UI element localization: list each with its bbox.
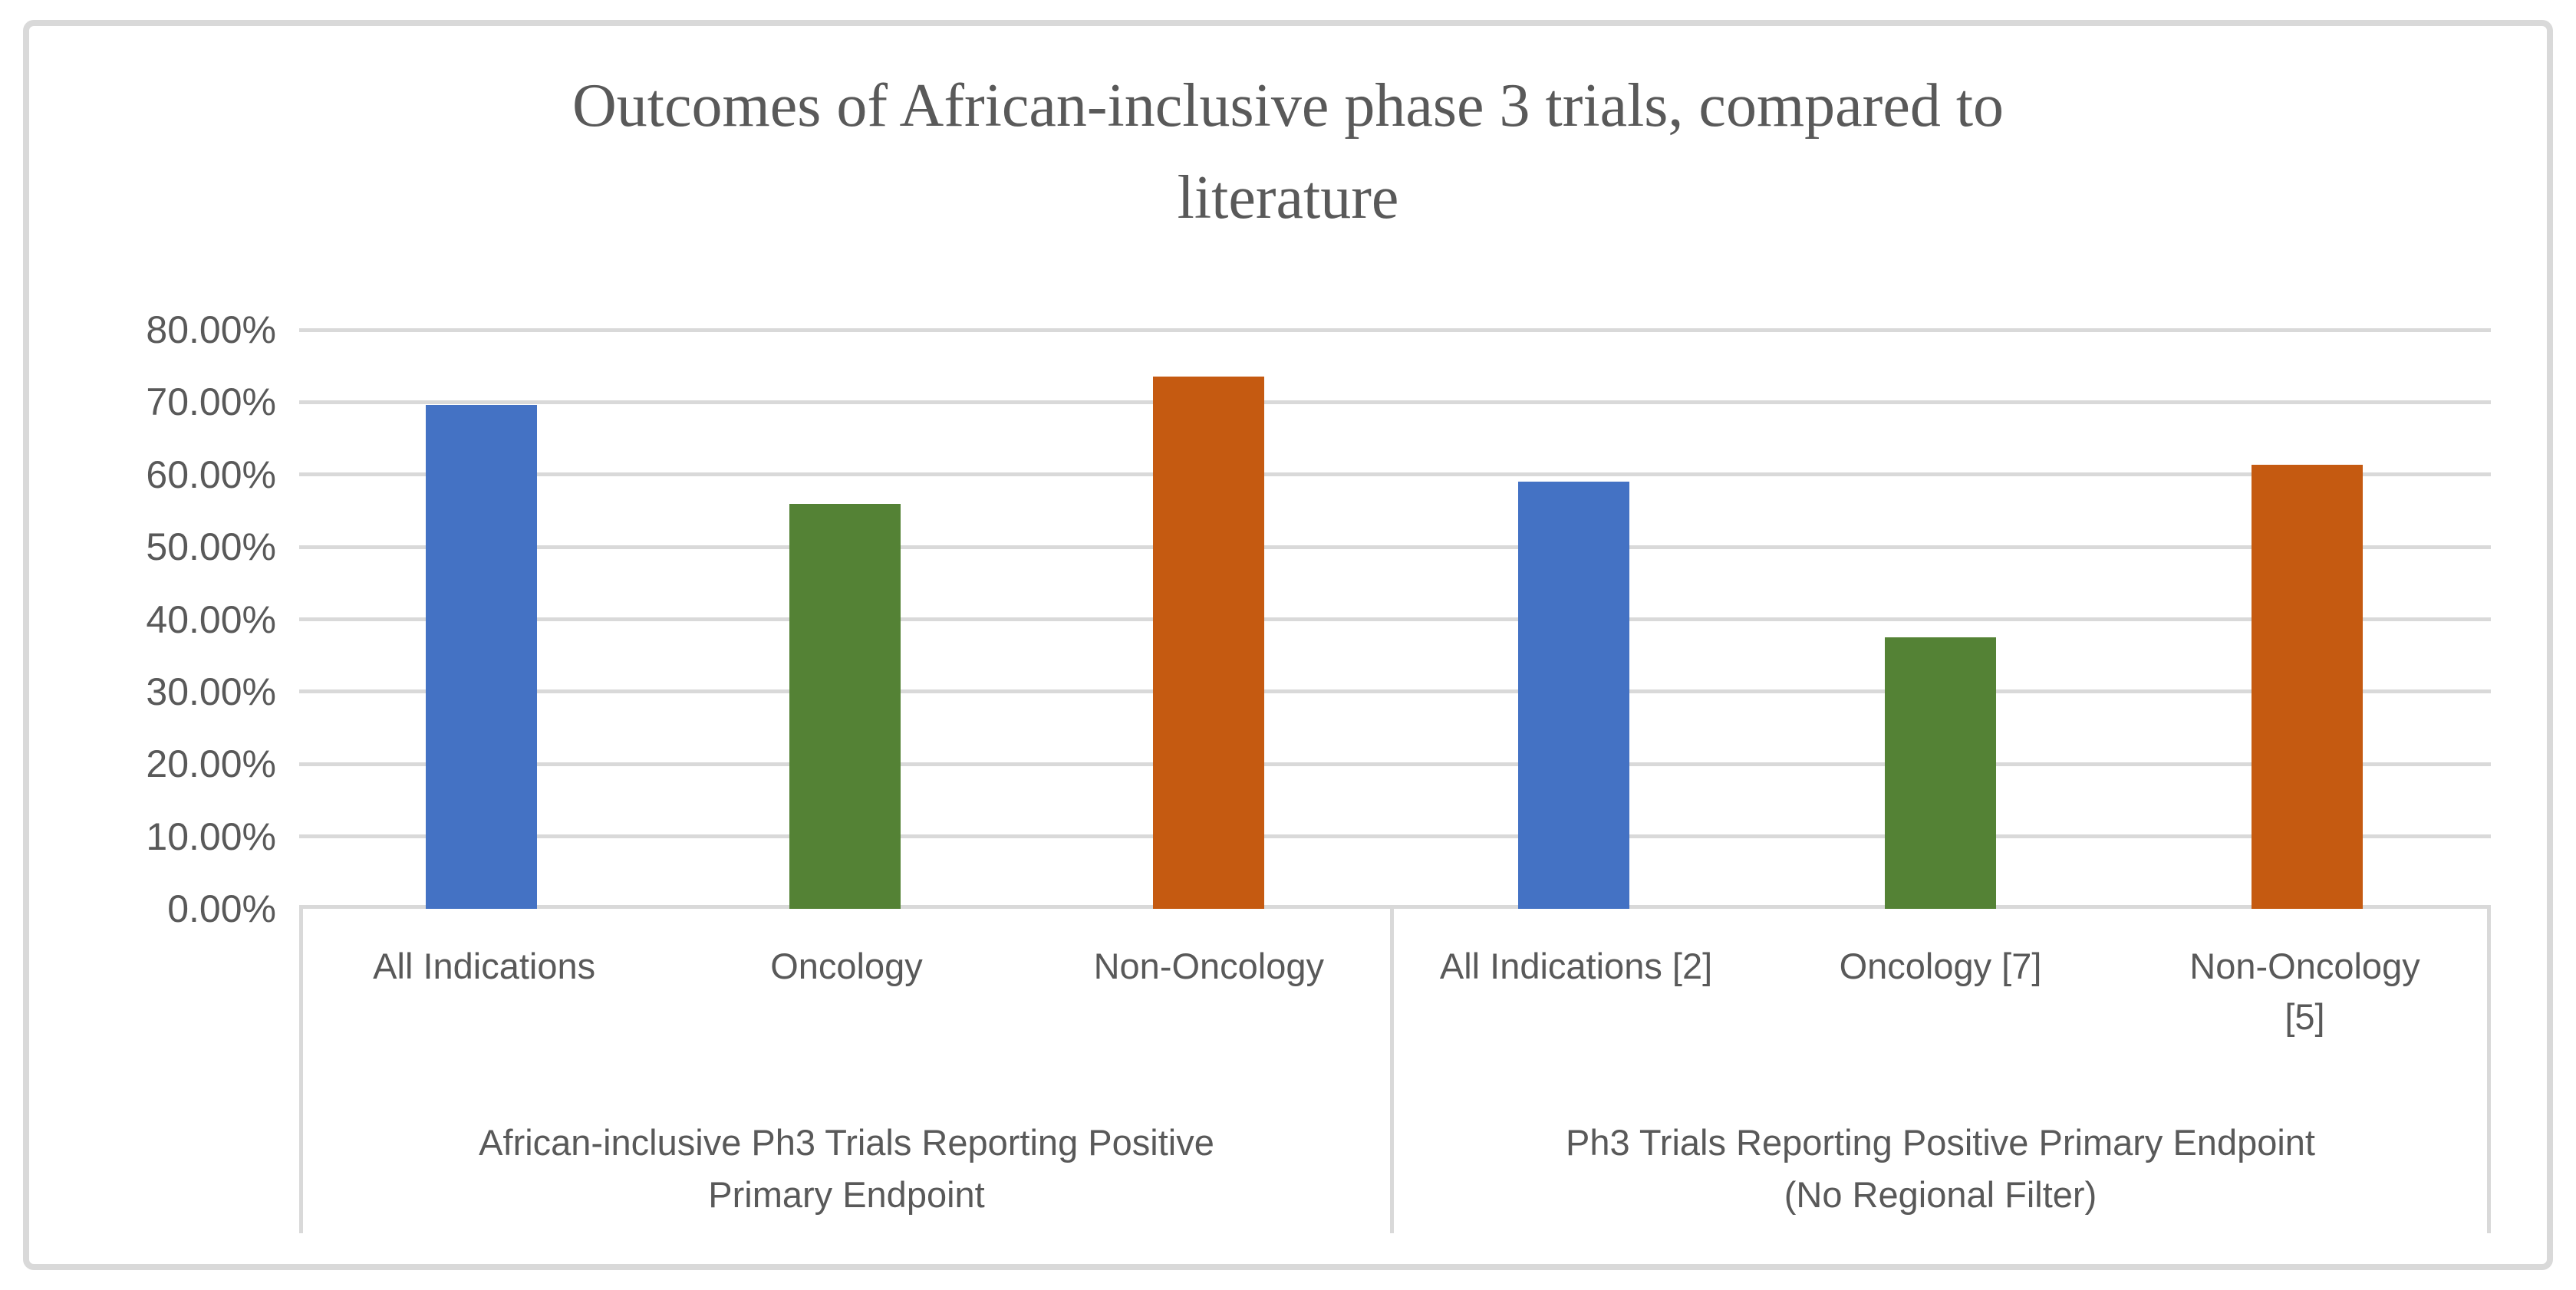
category-axis-table: All Indications Oncology Non-Oncology Afric…: [299, 909, 2491, 1233]
category-label-non-oncology-5: Non-Oncology [5]: [2189, 946, 2420, 1037]
chart-title: Outcomes of African-inclusive phase 3 tr…: [572, 72, 2004, 232]
y-axis-tick-label: 70.00%: [146, 380, 276, 424]
bar-group-1: [299, 330, 1390, 909]
y-axis: 80.00% 70.00% 60.00% 50.00% 40.00% 30.00% 20.0…: [31, 308, 276, 930]
bar-slot: [1390, 330, 1757, 909]
y-axis-tick-label: 60.00%: [146, 452, 276, 496]
bar-slot: [2124, 330, 2491, 909]
bar-all-indications-2: [1517, 482, 1629, 909]
gridline: [299, 689, 2491, 694]
bar-slot: [299, 330, 663, 909]
x-axis-line: [299, 905, 2491, 909]
y-axis-tick-label: 40.00%: [146, 597, 276, 641]
y-axis-tick-label: 20.00%: [146, 742, 276, 786]
category-group-box-2: All Indications [2] Oncology [7] Non-Oncol…: [1390, 909, 2491, 1233]
category-label-oncology: Oncology: [770, 946, 923, 986]
bar-all-indications: [425, 405, 537, 909]
category-label-row: All Indications Oncology Non-Oncology: [303, 941, 1390, 992]
gridline: [299, 834, 2491, 839]
gridline: [299, 400, 2491, 404]
gridline: [299, 617, 2491, 621]
bar-oncology-7: [1884, 637, 1996, 909]
plot-area: [299, 327, 2491, 909]
category-label-row: All Indications [2] Oncology [7] Non-Oncol…: [1394, 941, 2487, 1042]
category-label-oncology-7: Oncology [7]: [1839, 946, 2042, 986]
group-axis-label-1: African-inclusive Ph3 Trials Reporting P…: [479, 1121, 1214, 1215]
bar-slot: [1026, 330, 1390, 909]
gridline: [299, 545, 2491, 549]
group-axis-label-2: Ph3 Trials Reporting Positive Primary En…: [1566, 1121, 2315, 1215]
gridline: [299, 762, 2491, 766]
category-label-non-oncology: Non-Oncology: [1093, 946, 1325, 986]
bar-group-2: [1390, 330, 2491, 909]
bar-non-oncology: [1152, 377, 1264, 909]
bar-non-oncology-5: [2252, 464, 2364, 909]
y-axis-tick-label: 0.00%: [167, 887, 276, 930]
y-axis-tick-label: 10.00%: [146, 814, 276, 858]
category-label-all-indications-2: All Indications [2]: [1439, 946, 1713, 986]
category-group-box-1: All Indications Oncology Non-Oncology Afric…: [299, 909, 1390, 1233]
gridline: [299, 472, 2491, 477]
gridline: [299, 327, 2491, 332]
bar-slot: [663, 330, 1026, 909]
y-axis-tick-label: 80.00%: [146, 308, 276, 351]
bar-slot: [1757, 330, 2123, 909]
y-axis-tick-label: 50.00%: [146, 525, 276, 569]
bar-oncology: [789, 503, 901, 909]
category-label-all-indications: All Indications: [373, 946, 596, 986]
y-axis-tick-label: 30.00%: [146, 670, 276, 713]
